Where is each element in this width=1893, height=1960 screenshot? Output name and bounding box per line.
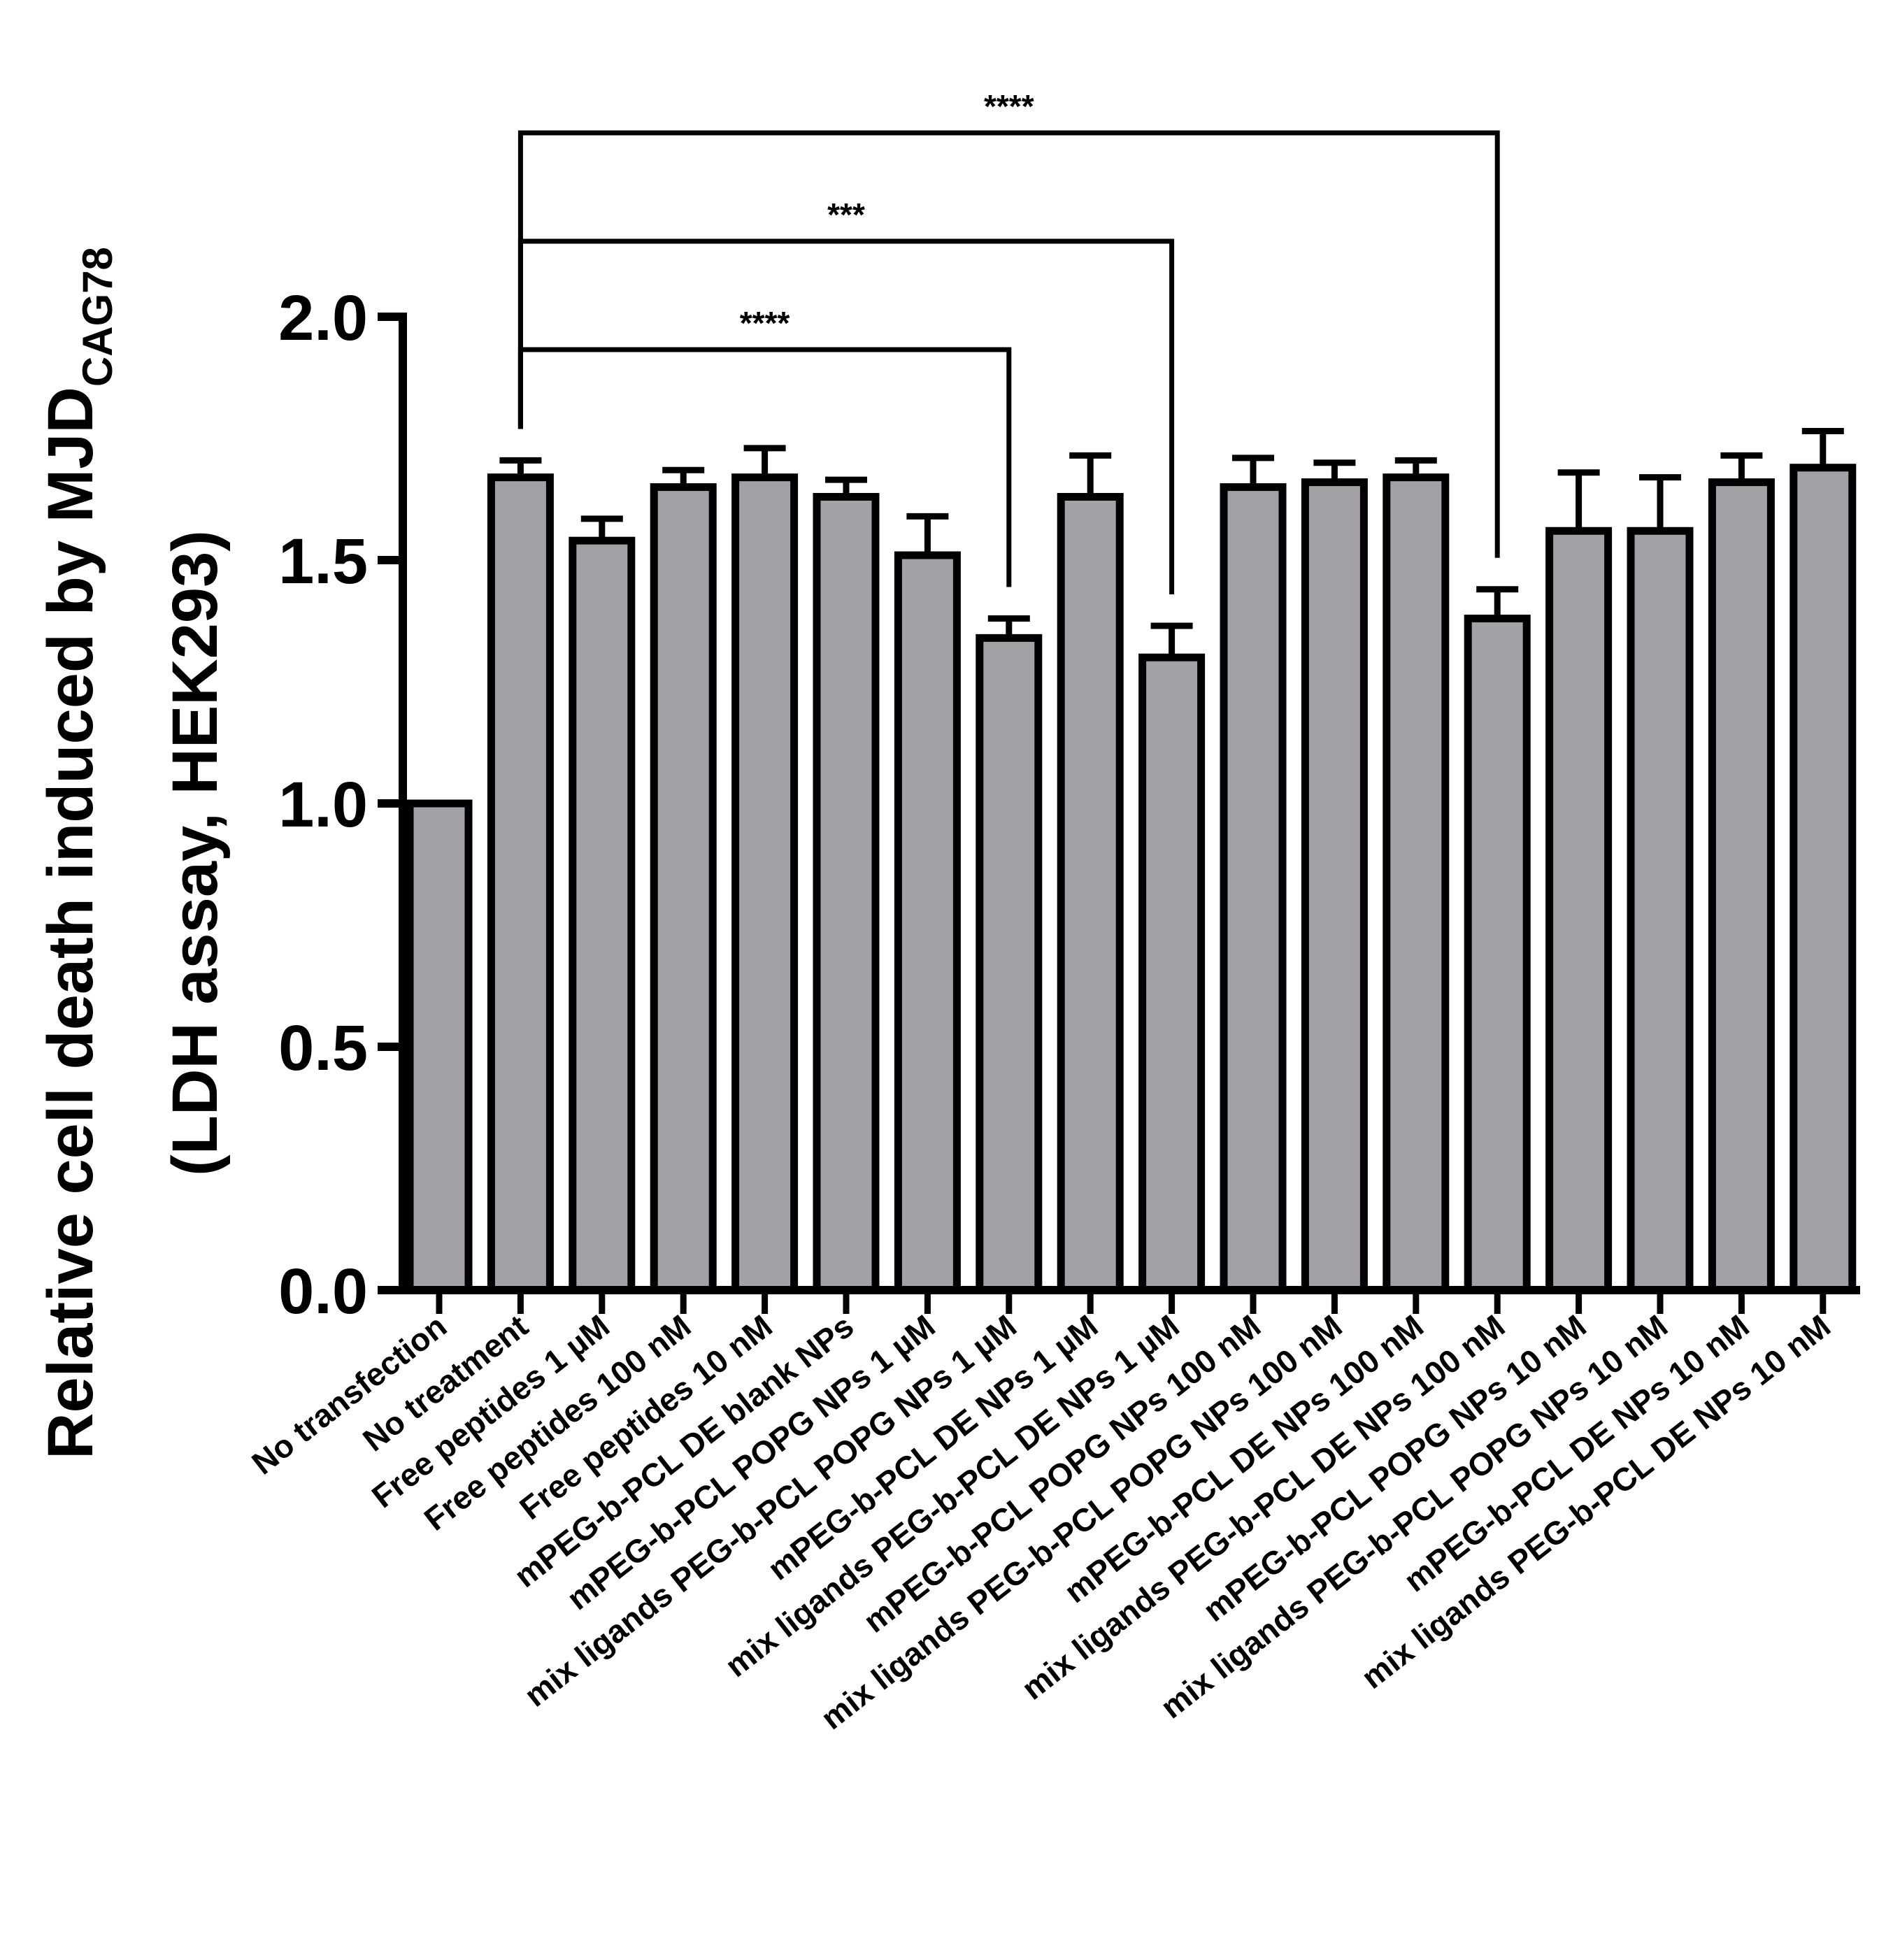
y-axis-label: Relative cell death induced by MJDCAG78 … [35,247,231,1459]
bar-1 [487,473,554,1294]
bars-group [406,464,1857,1294]
bar-8 [1057,493,1124,1294]
bar-14 [1545,527,1613,1294]
bar-0 [406,799,473,1294]
y-tick-label-3: 1.5 [278,526,368,597]
significance-bracket-2 [517,130,1500,558]
significance-label-1: *** [827,196,865,233]
bar-11 [1301,478,1368,1294]
y-tick-label-4: 2.0 [278,282,368,354]
bar-15 [1627,527,1694,1294]
error-bars-group [499,428,1844,658]
bar-16 [1708,478,1775,1294]
y-axis-label-line2: (LDH assay, HEK293) [159,530,231,1176]
y-ticks-group: 0.0 0.5 1.0 1.5 2.0 [278,282,403,1327]
significance-brackets: *********** [517,88,1500,594]
bar-13 [1464,615,1531,1294]
bar-6 [894,551,961,1294]
y-tick-label-1: 0.5 [278,1013,368,1084]
significance-label-2: **** [984,88,1034,124]
y-axis-label-line1: Relative cell death induced by MJDCAG78 [35,247,121,1459]
bar-2 [569,536,636,1294]
bar-7 [976,634,1043,1294]
bar-5 [813,493,880,1294]
bar-17 [1790,464,1857,1294]
y-tick-label-0: 0.0 [278,1256,368,1327]
bar-12 [1383,473,1450,1294]
bar-9 [1138,653,1206,1294]
bar-4 [731,473,799,1294]
significance-label-0: **** [740,305,790,341]
bar-10 [1220,483,1287,1294]
y-tick-label-2: 1.0 [278,769,368,840]
bar-3 [650,483,717,1294]
